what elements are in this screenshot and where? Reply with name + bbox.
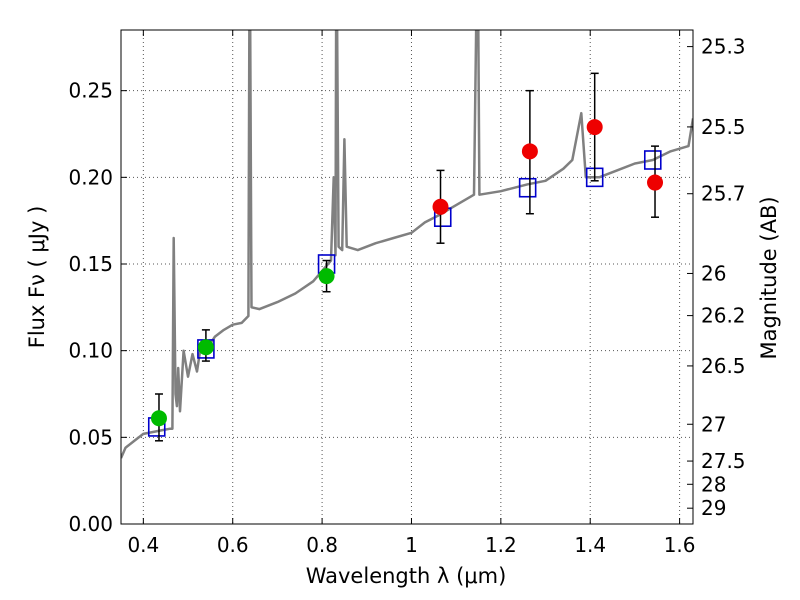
magnitude-tick-label: 26 [701, 261, 726, 285]
magnitude-tick-label: 25.7 [701, 182, 746, 206]
model-point [643, 150, 662, 170]
x-tick-label: 1.4 [574, 533, 606, 557]
observed-point [150, 410, 167, 427]
y-axis-ticks: 0.00 0.05 0.10 0.15 0.20 0.25 [68, 79, 127, 536]
magnitude-tick-label: 29 [701, 496, 726, 520]
y-tick-label: 0.20 [68, 165, 113, 189]
observed-point [586, 119, 603, 136]
x-axis-label: Wavelength λ (μm) [306, 564, 507, 588]
observed-point [318, 268, 335, 285]
grid-lines [121, 30, 693, 524]
y-tick-label: 0.10 [68, 339, 113, 363]
magnitude-tick-label: 25.5 [701, 115, 746, 139]
x-tick-label: 1.6 [664, 533, 696, 557]
magnitude-tick-label: 27.5 [701, 449, 746, 473]
x-tick-label: 0.6 [217, 533, 249, 557]
magnitude-axis-label: Magnitude (AB) [757, 196, 781, 359]
observed-point [521, 143, 538, 160]
y-tick-label: 0.25 [68, 79, 113, 103]
magnitude-tick-label: 25.3 [701, 35, 746, 59]
observed-photometry-series [150, 72, 664, 442]
y-axis-label: Flux Fν ( μJy ) [25, 206, 49, 349]
magnitude-tick-label: 26.5 [701, 354, 746, 378]
x-tick-label: 0.8 [306, 533, 338, 557]
magnitude-tick-label: 28 [701, 472, 726, 496]
observed-point [647, 174, 664, 191]
magnitude-tick-label: 26.2 [701, 304, 746, 328]
x-tick-label: 1 [405, 533, 418, 557]
model-point [518, 177, 537, 198]
y-tick-label: 0.15 [68, 252, 113, 276]
plot-frame [120, 29, 694, 525]
x-tick-label: 0.4 [127, 533, 159, 557]
y-tick-label: 0.05 [68, 425, 113, 449]
magnitude-tick-label: 27 [701, 412, 726, 436]
observed-point [197, 339, 214, 356]
spectrum-line [121, 30, 693, 459]
y-tick-label: 0.00 [68, 512, 113, 536]
spectrum-series [121, 30, 693, 459]
x-axis-ticks: 0.4 0.6 0.8 1 1.2 1.4 1.6 [127, 30, 696, 557]
model-photometry-series [147, 150, 662, 437]
x-tick-label: 1.2 [485, 533, 517, 557]
observed-point [432, 198, 449, 215]
